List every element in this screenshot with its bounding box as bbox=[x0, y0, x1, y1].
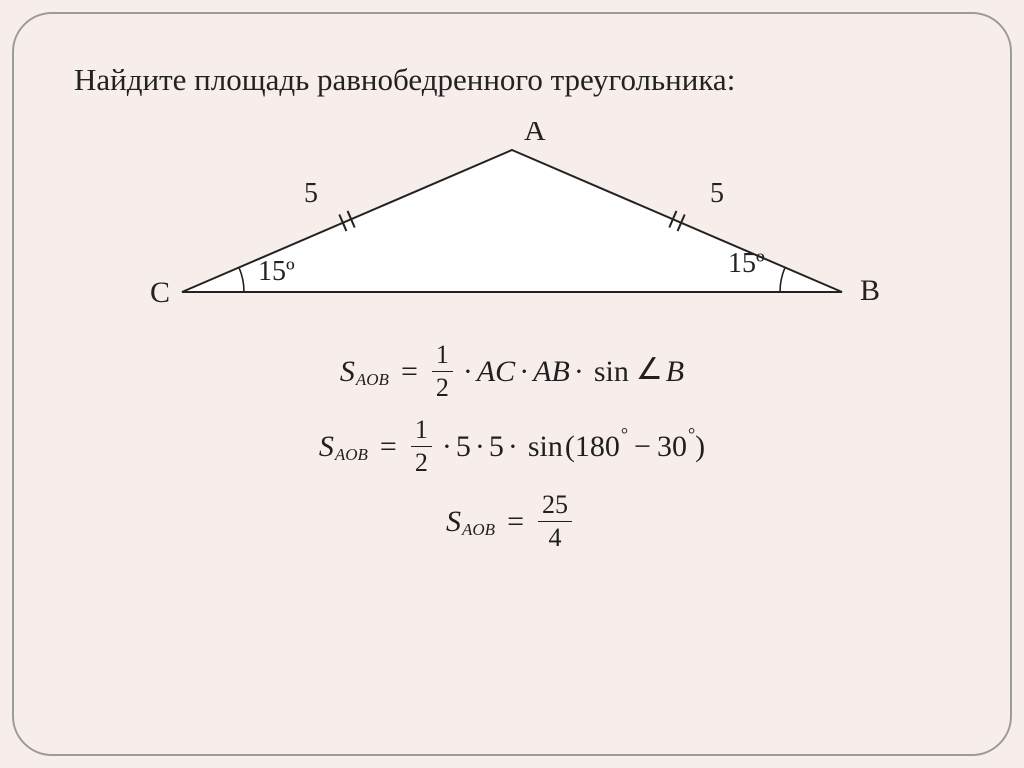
frac-bar bbox=[538, 521, 572, 522]
dot-icon: · bbox=[475, 430, 485, 464]
svg-text:A: A bbox=[524, 122, 546, 147]
formula-3: S AOB = 25 4 bbox=[446, 492, 578, 551]
equals-sign: = bbox=[380, 430, 397, 464]
frac-den: 2 bbox=[411, 450, 432, 476]
svg-text:C: C bbox=[150, 276, 170, 309]
frac-num: 1 bbox=[411, 417, 432, 443]
svg-text:15º: 15º bbox=[258, 256, 295, 287]
dot-icon: · bbox=[463, 355, 473, 389]
paren-close: ) bbox=[695, 430, 705, 464]
angle-icon: ∠ bbox=[636, 352, 663, 387]
triangle-svg: A B C 5 5 15º 15º bbox=[72, 122, 952, 332]
S-subscript: AOB bbox=[462, 520, 495, 540]
frac-bar bbox=[411, 446, 432, 447]
svg-text:15º: 15º bbox=[728, 248, 765, 279]
sin-op: sin bbox=[594, 355, 629, 389]
fraction-half: 1 2 bbox=[432, 342, 453, 401]
S-symbol: S bbox=[319, 430, 334, 464]
formula-2: S AOB = 1 2 · 5 · 5 · sin ( 180° − 30° ) bbox=[319, 417, 705, 476]
svg-text:5: 5 bbox=[304, 178, 318, 209]
S-subscript: AOB bbox=[356, 370, 389, 390]
equals-sign: = bbox=[507, 505, 524, 539]
svg-text:5: 5 bbox=[710, 178, 724, 209]
sin-op: sin bbox=[528, 430, 563, 464]
AC: AC bbox=[477, 355, 515, 389]
title: Найдите площадь равнобедренного треуголь… bbox=[74, 62, 960, 98]
five-a: 5 bbox=[456, 430, 471, 464]
frac-den: 2 bbox=[432, 375, 453, 401]
dot-icon: · bbox=[519, 355, 529, 389]
degree-icon: ° bbox=[688, 424, 695, 445]
AB: AB bbox=[533, 355, 570, 389]
degree-icon: ° bbox=[621, 424, 628, 445]
frac-num: 1 bbox=[432, 342, 453, 368]
formulas: S AOB = 1 2 · AC · AB · sin ∠ B S bbox=[64, 342, 960, 551]
five-b: 5 bbox=[489, 430, 504, 464]
card: Найдите площадь равнобедренного треуголь… bbox=[12, 12, 1012, 756]
ang-180: 180 bbox=[575, 430, 620, 464]
dot-icon: · bbox=[574, 355, 584, 389]
frac-den: 4 bbox=[544, 525, 565, 551]
dot-icon: · bbox=[508, 430, 518, 464]
equals-sign: = bbox=[401, 355, 418, 389]
fraction-half: 1 2 bbox=[411, 417, 432, 476]
frac-num: 25 bbox=[538, 492, 572, 518]
fraction-25-4: 25 4 bbox=[538, 492, 572, 551]
frac-bar bbox=[432, 371, 453, 372]
angle-B: B bbox=[666, 355, 684, 389]
S-symbol: S bbox=[340, 355, 355, 389]
S-symbol: S bbox=[446, 505, 461, 539]
triangle-figure: A B C 5 5 15º 15º bbox=[64, 122, 960, 332]
svg-text:B: B bbox=[860, 274, 880, 307]
paren-open: ( bbox=[565, 430, 575, 464]
S-subscript: AOB bbox=[335, 445, 368, 465]
minus-sign: − bbox=[634, 430, 651, 464]
ang-30: 30 bbox=[657, 430, 687, 464]
formula-1: S AOB = 1 2 · AC · AB · sin ∠ B bbox=[340, 342, 684, 401]
dot-icon: · bbox=[442, 430, 452, 464]
